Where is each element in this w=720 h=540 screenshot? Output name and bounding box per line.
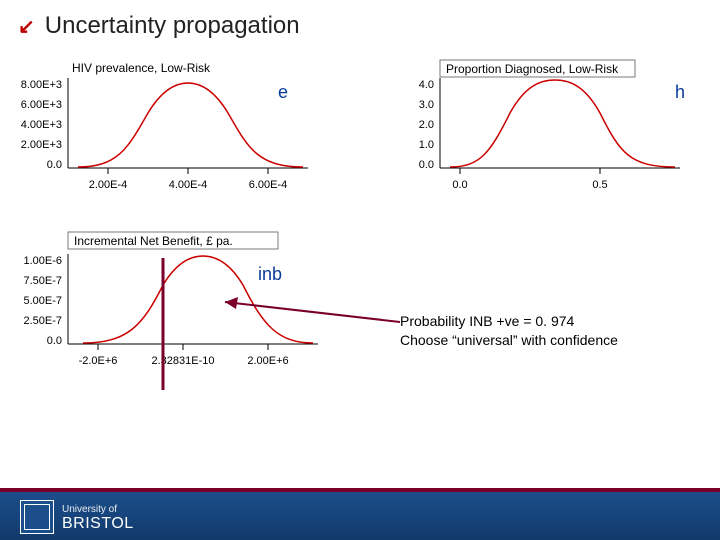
chart-inb-yticks: 1.00E-6 7.50E-7 5.00E-7 2.50E-7 0.0 (23, 255, 62, 347)
chart-h-yticks: 4.0 3.0 2.0 1.0 0.0 (419, 79, 434, 171)
footer: University of BRISTOL (0, 466, 720, 540)
chart-e: HIV prevalence, Low-Risk 8.00E+3 6.00E+3… (8, 58, 328, 208)
svg-text:3.0: 3.0 (419, 99, 434, 111)
svg-text:0.0: 0.0 (419, 159, 434, 171)
svg-text:6.00E+3: 6.00E+3 (21, 99, 62, 111)
annotation-line1: Probability INB +ve = 0. 974 (400, 312, 618, 331)
logo-name: BRISTOL (62, 515, 134, 532)
chart-e-letter: e (278, 82, 288, 102)
svg-text:2.32831E-10: 2.32831E-10 (152, 355, 215, 367)
svg-text:5.00E-7: 5.00E-7 (23, 295, 62, 307)
svg-text:0.5: 0.5 (592, 179, 607, 191)
svg-text:2.00E+3: 2.00E+3 (21, 139, 62, 151)
svg-text:6.00E-4: 6.00E-4 (249, 179, 288, 191)
svg-text:1.00E-6: 1.00E-6 (23, 255, 62, 267)
page-title: Uncertainty propagation (45, 12, 300, 40)
chart-inb-letter: inb (258, 264, 282, 284)
annotation-block: Probability INB +ve = 0. 974 Choose “uni… (400, 312, 618, 350)
bullet-arrow-icon: ↙ (18, 14, 35, 39)
crest-icon (20, 500, 54, 534)
svg-text:0.0: 0.0 (47, 159, 62, 171)
chart-h: Proportion Diagnosed, Low-Risk 4.0 3.0 2… (380, 58, 700, 208)
chart-e-yticks: 8.00E+3 6.00E+3 4.00E+3 2.00E+3 0.0 (21, 79, 62, 171)
chart-e-curve (78, 83, 303, 167)
university-logo: University of BRISTOL (20, 500, 134, 534)
svg-text:-2.0E+6: -2.0E+6 (79, 355, 118, 367)
svg-text:1.0: 1.0 (419, 139, 434, 151)
svg-text:4.00E+3: 4.00E+3 (21, 119, 62, 131)
logo-university-of: University of (62, 504, 117, 515)
svg-text:0.0: 0.0 (452, 179, 467, 191)
chart-e-title: HIV prevalence, Low-Risk (72, 61, 211, 75)
svg-text:7.50E-7: 7.50E-7 (23, 275, 62, 287)
svg-text:8.00E+3: 8.00E+3 (21, 79, 62, 91)
chart-h-title: Proportion Diagnosed, Low-Risk (446, 62, 619, 76)
chart-inb: Incremental Net Benefit, £ pa. 1.00E-6 7… (8, 230, 348, 400)
svg-text:2.00E+6: 2.00E+6 (247, 355, 288, 367)
svg-text:2.50E-7: 2.50E-7 (23, 315, 62, 327)
svg-text:2.0: 2.0 (419, 119, 434, 131)
logo-text: University of BRISTOL (62, 501, 134, 532)
annotation-line2: Choose “universal” with confidence (400, 331, 618, 350)
svg-text:0.0: 0.0 (47, 335, 62, 347)
title-row: ↙ Uncertainty propagation (18, 12, 300, 40)
chart-h-curve (450, 80, 675, 167)
svg-text:2.00E-4: 2.00E-4 (89, 179, 128, 191)
svg-text:4.00E-4: 4.00E-4 (169, 179, 208, 191)
svg-text:4.0: 4.0 (419, 79, 434, 91)
chart-inb-title: Incremental Net Benefit, £ pa. (74, 234, 233, 248)
chart-h-letter: h (675, 82, 685, 102)
